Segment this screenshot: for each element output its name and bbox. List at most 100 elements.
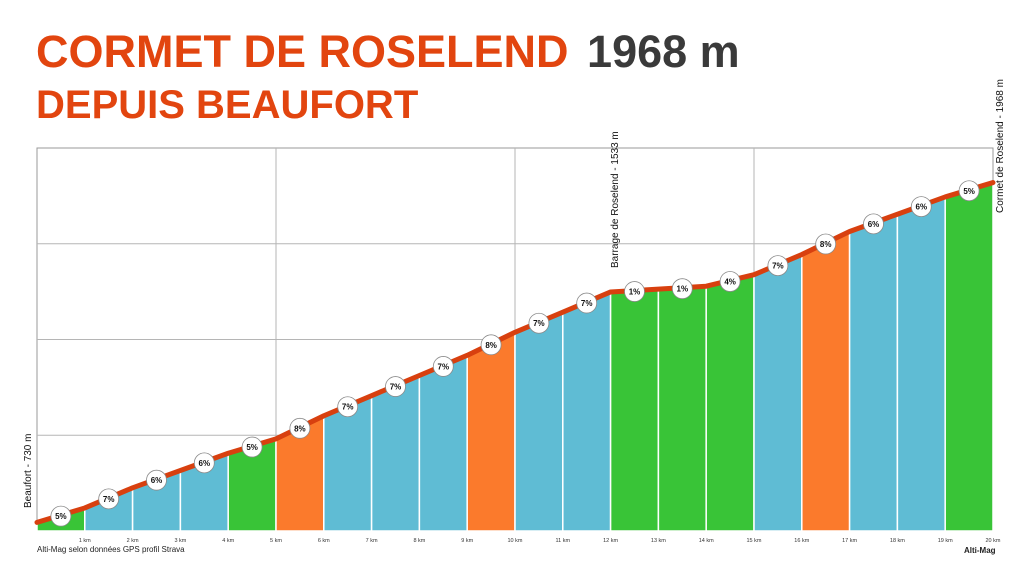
grade-badge-circle (767, 255, 789, 277)
grade-segment-18 (848, 213, 899, 532)
grade-badge-circle (815, 233, 837, 255)
grade-label: 7% (438, 362, 450, 371)
x-tick-label: 9 km (461, 538, 473, 544)
grade-badge: 5% (50, 505, 72, 527)
grade-segment-11 (514, 311, 564, 532)
grade-segment-20 (944, 181, 994, 532)
grade-badge-circle (193, 452, 215, 474)
grade-label: 7% (772, 262, 784, 271)
title-block: CORMET DE ROSELEND 1968 m DEPUIS BEAUFOR… (36, 26, 740, 128)
grade-segment-19 (896, 195, 946, 532)
grade-badge-circle (432, 356, 454, 377)
x-tick-label: 20 km (986, 538, 1001, 544)
grade-badge-circle (50, 505, 72, 527)
grade-badge-circle (576, 292, 598, 314)
x-tick-label: 12 km (603, 538, 618, 544)
grade-badge-circle (289, 417, 311, 439)
grade-badge: 7% (337, 396, 359, 418)
x-tick-label: 8 km (413, 538, 425, 544)
grade-label: 1% (677, 285, 689, 294)
x-tick-label: 6 km (318, 538, 330, 544)
grade-badge-circle (719, 271, 741, 292)
grade-label: 5% (246, 443, 258, 452)
grade-label: 4% (724, 277, 736, 286)
grade-segment-14 (657, 285, 707, 532)
grade-badge: 7% (432, 356, 454, 377)
x-tick-label: 13 km (651, 538, 666, 544)
grade-segment-8 (370, 374, 421, 532)
brand-label: Alti-Mag (964, 546, 996, 555)
grade-badge-circle (624, 281, 645, 302)
grade-segment-9 (418, 354, 468, 532)
grade-badge-circle (385, 376, 406, 397)
grade-badge-circle (146, 469, 167, 491)
grade-segment-17 (801, 230, 851, 532)
grade-badge: 1% (671, 278, 693, 300)
x-tick-label: 3 km (174, 538, 186, 544)
grade-label: 6% (199, 459, 211, 468)
x-tick-label: 14 km (699, 538, 714, 544)
grade-label: 1% (629, 288, 641, 297)
grade-label: 6% (916, 203, 928, 212)
grade-badge: 8% (480, 334, 502, 356)
grade-badge: 7% (98, 488, 120, 510)
grade-badge: 4% (719, 271, 741, 292)
x-tick-label: 16 km (794, 538, 809, 544)
grade-label: 8% (485, 341, 497, 350)
grade-badge-circle (528, 312, 550, 334)
grade-label: 5% (963, 187, 975, 196)
grade-label: 7% (342, 403, 354, 412)
x-tick-label: 2 km (127, 538, 139, 544)
grade-badge-circle (241, 436, 263, 458)
data-source-note: Alti-Mag selon données GPS profil Strava (37, 545, 185, 554)
waypoint-annotation: Cormet de Roselend - 1968 m (995, 79, 1006, 213)
grade-badge-circle (671, 278, 693, 300)
grade-label: 8% (294, 424, 306, 433)
grade-badge: 6% (193, 452, 215, 474)
grade-badge: 5% (958, 180, 980, 202)
grade-badge-circle (480, 334, 502, 356)
grade-segment-15 (705, 273, 755, 532)
grade-badge: 1% (624, 281, 645, 302)
grade-badge-circle (337, 396, 359, 418)
x-tick-label: 1 km (79, 538, 91, 544)
grade-segment-16 (753, 253, 803, 532)
grade-label: 5% (55, 512, 67, 521)
x-tick-label: 15 km (747, 538, 762, 544)
x-tick-label: 4 km (222, 538, 234, 544)
grade-segment-12 (562, 290, 612, 532)
x-tick-label: 10 km (508, 538, 523, 544)
grade-segment-10 (466, 331, 516, 532)
grade-label: 6% (151, 476, 163, 485)
title-line: CORMET DE ROSELEND 1968 m (36, 26, 740, 78)
grade-badge-circle (863, 213, 884, 235)
grade-label: 7% (581, 299, 593, 308)
grade-badge: 8% (815, 233, 837, 255)
grade-badge: 6% (863, 213, 884, 235)
x-tick-label: 7 km (366, 538, 378, 544)
grade-badge: 6% (910, 196, 932, 217)
grade-label: 7% (533, 319, 545, 328)
grade-label: 8% (820, 240, 832, 249)
grade-label: 7% (390, 383, 402, 392)
grade-badge-circle (910, 196, 932, 217)
grade-label: 6% (868, 220, 880, 229)
grade-badge: 5% (241, 436, 263, 458)
summit-elevation: 1968 m (587, 26, 740, 77)
x-tick-label: 19 km (938, 538, 953, 544)
x-tick-label: 5 km (270, 538, 282, 544)
grade-badge: 7% (528, 312, 550, 334)
x-tick-label: 18 km (890, 538, 905, 544)
x-tick-label: 11 km (556, 538, 571, 544)
grade-badge: 7% (385, 376, 406, 397)
chart-subtitle: DEPUIS BEAUFORT (36, 83, 419, 127)
grade-badge-circle (98, 488, 120, 510)
chart-title: CORMET DE ROSELEND (36, 26, 569, 77)
grade-segment-13 (609, 288, 660, 532)
grade-badge: 6% (146, 469, 167, 491)
grade-badge: 7% (576, 292, 598, 314)
grade-badge: 7% (767, 255, 789, 277)
grade-label: 7% (103, 495, 115, 504)
grade-badge-circle (958, 180, 980, 202)
